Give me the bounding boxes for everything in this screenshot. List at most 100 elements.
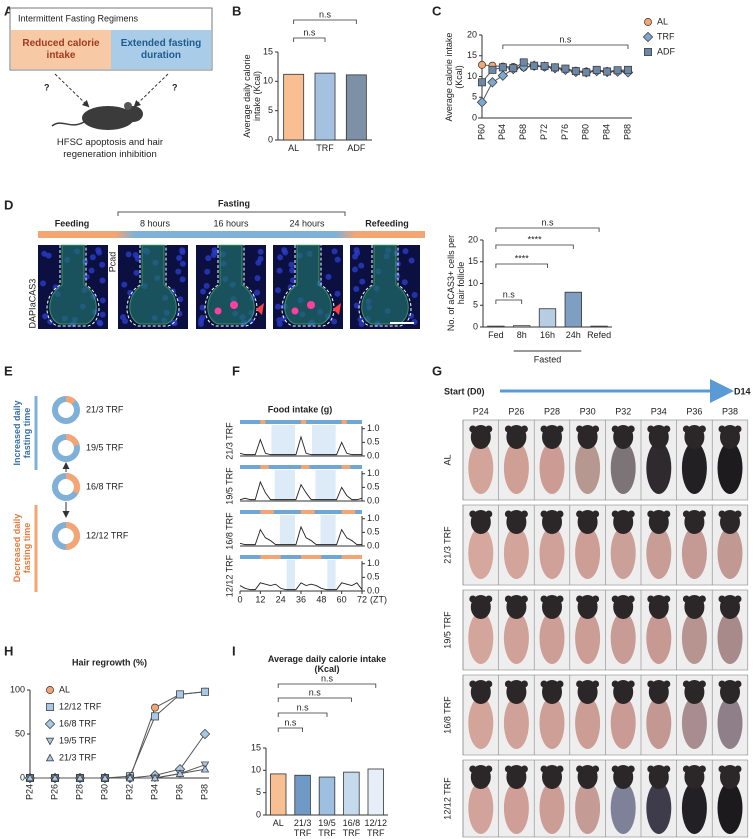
nucleus: [334, 290, 341, 297]
nucleus: [83, 273, 90, 280]
nucleus: [45, 252, 52, 259]
nucleus: [99, 311, 106, 318]
mouse-ear: [556, 680, 564, 688]
timeline-start: Start (D0): [444, 386, 485, 396]
data-point: [478, 60, 486, 69]
y-tick-label: 5: [268, 105, 273, 115]
data-point: [199, 728, 211, 740]
mouse-head: [577, 765, 598, 789]
y-tick-label: 0.0: [367, 540, 380, 550]
mouse-body: [539, 442, 565, 494]
mouse-ear: [611, 510, 619, 518]
mouse-body: [503, 612, 529, 664]
stain-label: DAPI: [27, 307, 37, 328]
mouse-ear: [698, 510, 706, 518]
mouse-ear: [540, 595, 548, 603]
stain-label: aCAS3: [27, 279, 37, 308]
y-tick-label: 1.0: [367, 423, 380, 433]
question-mark: ?: [44, 82, 50, 92]
mouse-body: [681, 442, 707, 494]
x-tick-label: P28: [74, 784, 84, 800]
nucleus: [276, 267, 283, 274]
legend-marker: [644, 18, 652, 26]
x-tick-label: P36: [174, 784, 184, 800]
x-tick-label-frame: 8h: [517, 330, 527, 340]
outcome-text-frame: HFSC apoptosis and hair regeneration inh…: [57, 137, 163, 160]
mouse-head: [506, 425, 527, 449]
mouse-body: [575, 782, 601, 834]
data-point: [478, 78, 486, 87]
legend-label: 21/3 TRF: [59, 752, 97, 762]
reduced-intake-box: [11, 30, 111, 69]
mouse-ear: [611, 765, 619, 773]
significance-label: n.s: [541, 217, 554, 227]
panel-label: G: [432, 363, 442, 378]
y-tick-label: 1.0: [367, 513, 380, 523]
nucleus: [89, 254, 96, 261]
nucleus: [402, 248, 409, 255]
bar: [314, 72, 336, 141]
nucleus: [275, 287, 282, 294]
significance-bracket: [277, 697, 352, 702]
mouse-ear: [540, 765, 548, 773]
mouse-body: [646, 442, 672, 494]
nucleus: [132, 252, 139, 259]
apoptotic-cell: [230, 301, 238, 309]
data-point: [175, 769, 185, 777]
x-tick-label: P38: [199, 784, 209, 800]
mouse-body: [610, 782, 636, 834]
significance-label: ****: [515, 253, 530, 263]
row-label: 12/12 TRF: [442, 777, 452, 820]
fasting-shade: [271, 425, 295, 456]
legend-marker: [45, 753, 55, 762]
mouse-ear: [520, 680, 528, 688]
nucleus: [353, 302, 360, 309]
bar: [487, 325, 505, 328]
x-tick-label: P76: [560, 124, 570, 140]
nucleus: [176, 255, 183, 262]
significance-bracket: [495, 244, 574, 249]
mouse-body: [539, 527, 565, 579]
day-label: P30: [580, 406, 596, 416]
mouse-ear: [485, 765, 493, 773]
timeline-end: D14: [734, 386, 751, 396]
intake-trace: [239, 525, 362, 546]
mouse-body: [503, 442, 529, 494]
mouse-ear: [520, 595, 528, 603]
dashed-arrow: [54, 73, 90, 108]
y-tick-label: 0: [473, 321, 478, 331]
mouse-body: [646, 527, 672, 579]
y-tick-label: 0.5: [367, 437, 380, 447]
nucleus: [177, 296, 184, 303]
data-point: [25, 773, 35, 782]
mouse-head: [542, 425, 562, 449]
mouse-body: [468, 782, 494, 834]
x-tick-label-frame: Refed: [587, 330, 611, 340]
follicle-outline: [46, 245, 100, 327]
mouse-head: [613, 425, 634, 449]
y-tick-label: 15: [467, 50, 477, 60]
row-label: 21/3 TRF: [224, 422, 234, 460]
series-line: [30, 691, 206, 779]
panel-label: D: [4, 197, 13, 212]
x-tick-label: 12: [255, 594, 265, 604]
mouse-ear: [592, 765, 600, 773]
donut-feeding: [52, 396, 80, 424]
x-tick-label: P84: [602, 124, 612, 140]
y-axis-label: Average daily calorie intake (Kcal): [242, 54, 262, 138]
feeding-window: [341, 420, 347, 424]
mouse-head: [470, 425, 491, 449]
significance-label: n.s: [309, 687, 322, 697]
significance-label: n.s: [284, 717, 297, 727]
extended-fasting-box: [111, 30, 211, 69]
nucleus: [99, 297, 106, 304]
data-point: [201, 687, 209, 696]
side-label-frame: Decreased daily fasting time: [12, 514, 32, 583]
mouse-head: [720, 595, 740, 619]
x-tick-label: P26: [49, 784, 59, 800]
legend-marker: [644, 48, 652, 56]
stage-label: 24 hours: [289, 218, 325, 228]
data-point: [561, 64, 570, 73]
significance-bracket: [495, 299, 523, 304]
nucleus: [331, 248, 338, 255]
